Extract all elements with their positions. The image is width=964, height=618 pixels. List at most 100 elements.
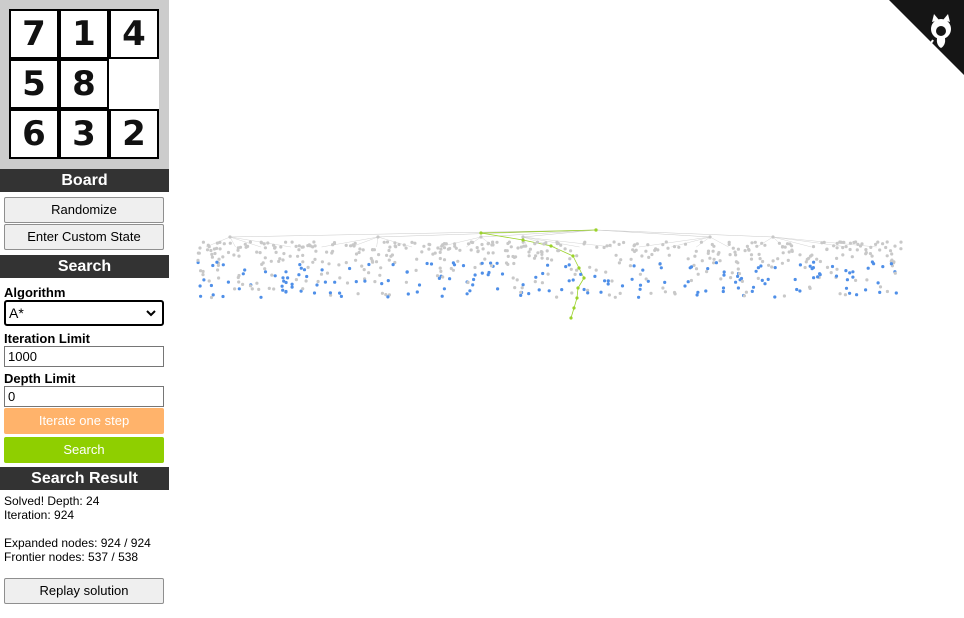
expanded-node[interactable] [838, 240, 842, 244]
expanded-node[interactable] [677, 245, 681, 249]
tile[interactable]: 5 [9, 59, 59, 109]
frontier-node[interactable] [298, 263, 302, 267]
expanded-node[interactable] [825, 247, 829, 252]
expanded-node[interactable] [633, 249, 637, 254]
frontier-node[interactable] [273, 274, 277, 278]
expanded-node[interactable] [528, 247, 532, 251]
expanded-node[interactable] [362, 268, 366, 272]
expanded-node[interactable] [666, 246, 670, 250]
frontier-node[interactable] [209, 283, 213, 288]
expanded-node[interactable] [686, 257, 690, 261]
frontier-node[interactable] [221, 294, 225, 299]
expanded-node[interactable] [313, 244, 317, 248]
expanded-node[interactable] [232, 253, 236, 257]
frontier-node[interactable] [889, 262, 894, 266]
expanded-node[interactable] [516, 246, 520, 250]
expanded-node[interactable] [255, 250, 259, 254]
expanded-node[interactable] [602, 245, 606, 250]
expanded-node[interactable] [885, 254, 889, 258]
frontier-node[interactable] [263, 270, 268, 274]
expanded-node[interactable] [397, 242, 401, 247]
expanded-node[interactable] [532, 256, 537, 260]
expanded-node[interactable] [692, 263, 696, 267]
frontier-node[interactable] [834, 274, 839, 278]
frontier-node[interactable] [333, 280, 337, 284]
frontier-node[interactable] [320, 268, 324, 272]
frontier-node[interactable] [315, 283, 319, 287]
frontier-node[interactable] [722, 273, 726, 277]
expanded-node[interactable] [236, 248, 240, 252]
frontier-node[interactable] [237, 287, 241, 291]
expanded-node[interactable] [216, 268, 220, 272]
frontier-node[interactable] [851, 275, 855, 279]
expanded-node[interactable] [534, 254, 538, 258]
expanded-node[interactable] [207, 245, 211, 249]
frontier-node[interactable] [496, 287, 500, 291]
expanded-node[interactable] [210, 252, 214, 256]
expanded-node[interactable] [248, 240, 252, 244]
expanded-node[interactable] [731, 246, 735, 250]
frontier-node[interactable] [405, 270, 409, 274]
expanded-node[interactable] [288, 254, 292, 258]
expanded-node[interactable] [228, 235, 232, 239]
frontier-node[interactable] [527, 292, 531, 296]
expanded-node[interactable] [711, 249, 715, 253]
expanded-node[interactable] [559, 243, 563, 247]
expanded-node[interactable] [263, 246, 267, 250]
expanded-node[interactable] [446, 247, 450, 251]
expanded-node[interactable] [519, 245, 523, 249]
frontier-node[interactable] [812, 276, 816, 280]
frontier-node[interactable] [211, 263, 215, 268]
frontier-node[interactable] [845, 278, 850, 282]
expanded-node[interactable] [442, 246, 447, 250]
frontier-node[interactable] [872, 262, 876, 266]
expanded-node[interactable] [730, 271, 734, 275]
expanded-node[interactable] [495, 240, 499, 244]
expanded-node[interactable] [785, 242, 790, 246]
expanded-node[interactable] [858, 244, 863, 248]
frontier-node[interactable] [323, 280, 327, 284]
tile[interactable]: 7 [9, 9, 59, 59]
expanded-node[interactable] [734, 253, 738, 257]
frontier-node[interactable] [606, 282, 610, 286]
frontier-node[interactable] [202, 278, 206, 282]
expanded-node[interactable] [319, 272, 324, 276]
expanded-node[interactable] [661, 243, 665, 247]
expanded-node[interactable] [489, 264, 494, 268]
expanded-node[interactable] [301, 287, 305, 291]
expanded-node[interactable] [196, 258, 200, 262]
expanded-node[interactable] [356, 292, 360, 296]
expanded-node[interactable] [511, 276, 515, 280]
frontier-node[interactable] [866, 266, 870, 270]
expanded-node[interactable] [854, 278, 858, 282]
expanded-node[interactable] [743, 249, 747, 253]
expanded-node[interactable] [700, 259, 704, 263]
expanded-node[interactable] [672, 245, 677, 249]
frontier-node[interactable] [472, 277, 476, 282]
frontier-node[interactable] [297, 273, 301, 277]
expanded-node[interactable] [699, 240, 703, 244]
expanded-node[interactable] [811, 245, 816, 249]
expanded-node[interactable] [267, 286, 271, 290]
expanded-node[interactable] [533, 242, 537, 246]
frontier-node[interactable] [688, 266, 692, 270]
expanded-node[interactable] [822, 240, 826, 244]
frontier-node[interactable] [215, 260, 219, 264]
expanded-node[interactable] [788, 242, 792, 246]
frontier-node[interactable] [756, 266, 761, 270]
expanded-node[interactable] [338, 276, 342, 280]
frontier-node[interactable] [736, 286, 741, 290]
expanded-node[interactable] [481, 247, 485, 251]
expanded-node[interactable] [337, 263, 341, 267]
expanded-node[interactable] [221, 255, 225, 259]
expanded-node[interactable] [316, 279, 320, 284]
expanded-node[interactable] [297, 248, 301, 252]
expanded-node[interactable] [207, 279, 211, 283]
expanded-node[interactable] [760, 241, 764, 245]
expanded-node[interactable] [233, 287, 237, 291]
expanded-node[interactable] [832, 244, 836, 248]
frontier-node[interactable] [243, 268, 247, 272]
frontier-node[interactable] [468, 289, 472, 293]
frontier-node[interactable] [696, 290, 700, 294]
expanded-node[interactable] [899, 247, 903, 251]
